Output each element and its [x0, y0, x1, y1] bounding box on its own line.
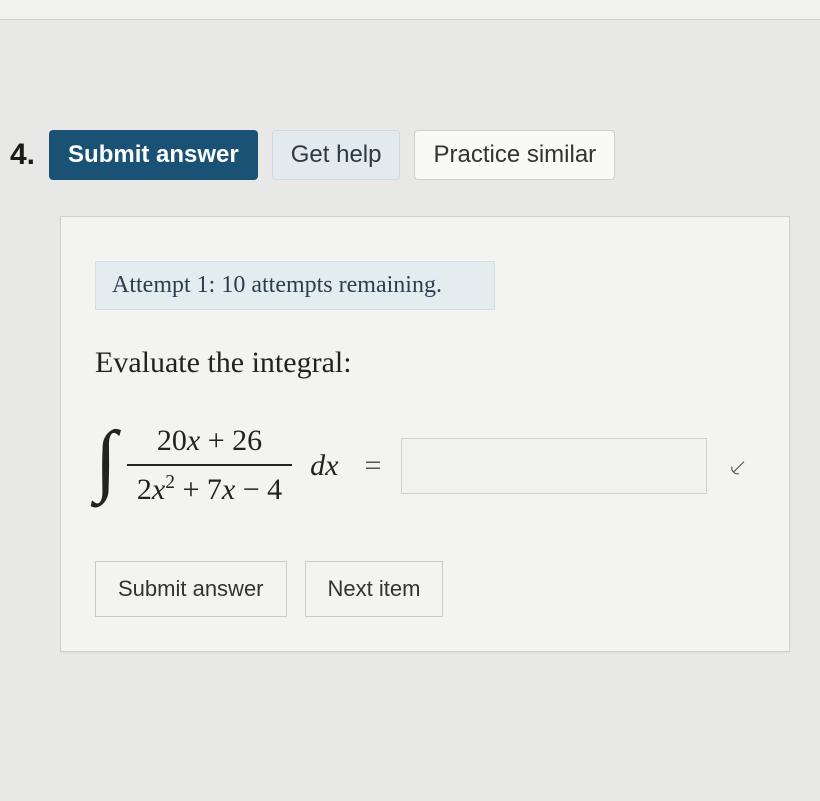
answer-input[interactable] [401, 438, 707, 494]
practice-similar-button[interactable]: Practice similar [414, 130, 615, 180]
question-panel: Attempt 1: 10 attempts remaining. Evalua… [60, 216, 790, 652]
question-header-row: 4. Submit answer Get help Practice simil… [0, 130, 820, 180]
question-prompt: Evaluate the integral: [95, 346, 755, 380]
question-number: 4. [10, 138, 35, 172]
submit-answer-top-button[interactable]: Submit answer [49, 130, 258, 180]
integrand-fraction: 20x + 26 2x2 + 7x − 4 [127, 424, 292, 507]
fraction-denominator: 2x2 + 7x − 4 [127, 464, 292, 507]
submit-answer-bottom-button[interactable]: Submit answer [95, 561, 287, 617]
next-item-button[interactable]: Next item [305, 561, 444, 617]
top-border-region [0, 0, 820, 20]
get-help-button[interactable]: Get help [272, 130, 401, 180]
attempt-banner: Attempt 1: 10 attempts remaining. [95, 261, 495, 310]
integral-sign: ∫ [95, 420, 117, 500]
top-spacer [0, 20, 820, 130]
bottom-button-row: Submit answer Next item [95, 561, 755, 617]
equals-sign: = [365, 449, 382, 483]
fraction-numerator: 20x + 26 [147, 424, 272, 464]
math-editor-icon[interactable]: ⸔ [717, 444, 755, 488]
differential-dx: dx [310, 449, 338, 483]
integral-expression-row: ∫ 20x + 26 2x2 + 7x − 4 dx = ⸔ [95, 424, 755, 507]
